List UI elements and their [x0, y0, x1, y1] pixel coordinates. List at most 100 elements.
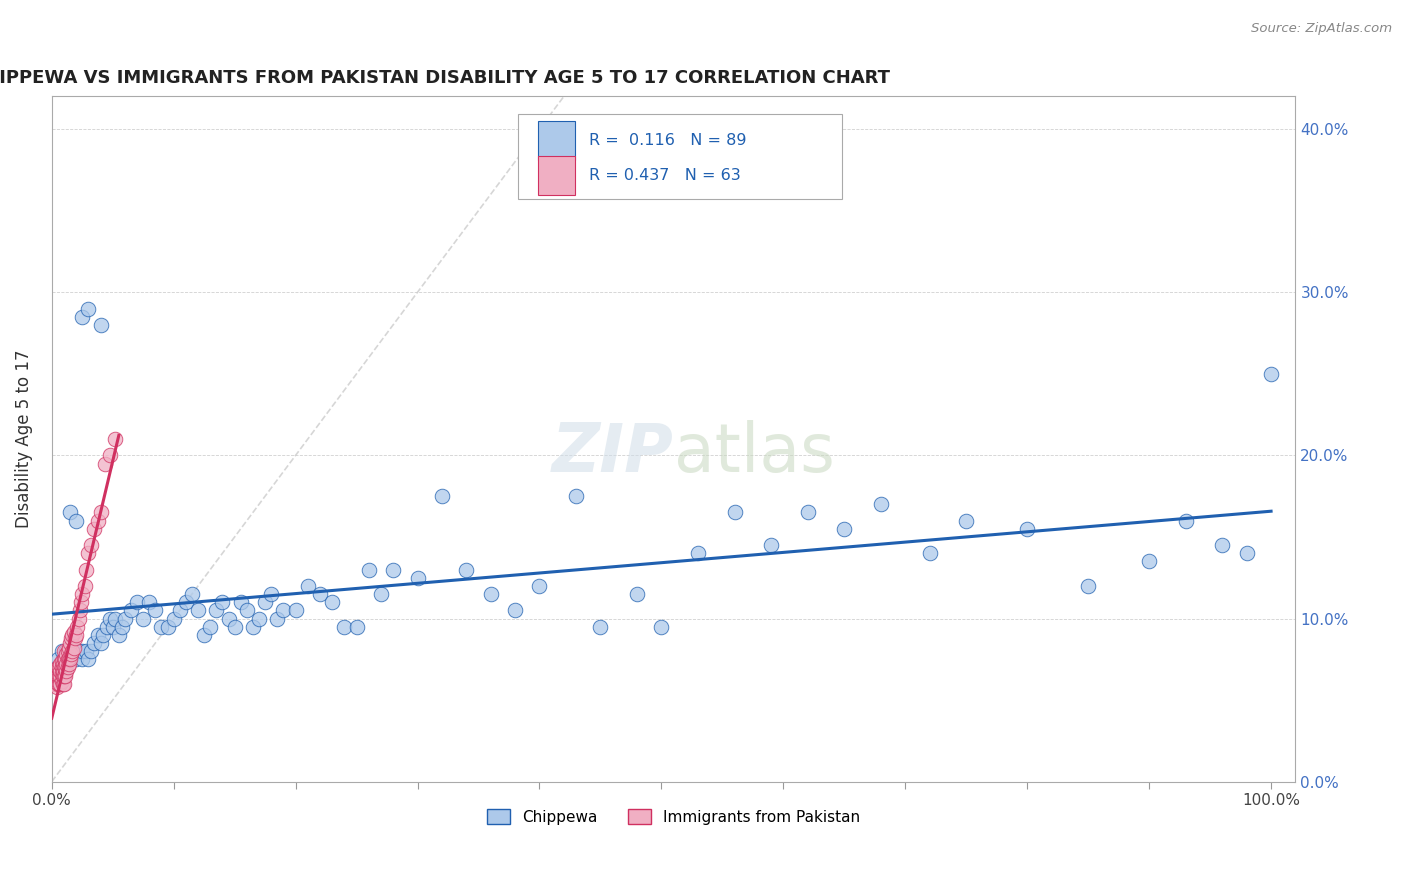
Point [430, 489, 453, 503]
Point [51, 667, 73, 681]
Point [75, 563, 97, 577]
Point [48, 668, 70, 682]
Point [52, 657, 75, 672]
Point [321, 595, 343, 609]
Point [156, 620, 179, 634]
Point [406, 571, 429, 585]
Point [174, 595, 197, 609]
Point [242, 620, 264, 634]
Point [1260, 367, 1282, 381]
Point [52, 644, 75, 658]
Point [49, 668, 72, 682]
Point [796, 505, 818, 519]
Point [89, 636, 111, 650]
Point [70, 595, 93, 609]
FancyBboxPatch shape [538, 121, 575, 161]
Point [187, 603, 209, 617]
Point [56, 660, 79, 674]
FancyBboxPatch shape [519, 113, 842, 199]
Point [626, 587, 648, 601]
Point [67, 644, 90, 658]
Point [65, 652, 87, 666]
Point [98, 448, 121, 462]
Point [127, 595, 149, 609]
Text: R =  0.116   N = 89: R = 0.116 N = 89 [589, 134, 747, 148]
Point [1211, 538, 1233, 552]
Point [77, 652, 100, 666]
Point [59, 636, 82, 650]
Point [145, 603, 167, 617]
Point [75, 644, 97, 658]
Point [62, 644, 84, 658]
Point [52, 660, 75, 674]
Point [51, 654, 73, 668]
Point [59, 505, 82, 519]
Point [70, 652, 93, 666]
Point [48, 660, 70, 674]
Point [55, 657, 77, 672]
Point [370, 587, 392, 601]
Text: CHIPPEWA VS IMMIGRANTS FROM PAKISTAN DISABILITY AGE 5 TO 17 CORRELATION CHART: CHIPPEWA VS IMMIGRANTS FROM PAKISTAN DIS… [0, 69, 890, 87]
Point [51, 644, 73, 658]
Point [111, 620, 134, 634]
Point [59, 652, 82, 666]
Point [56, 652, 79, 666]
Point [44, 677, 66, 691]
Point [589, 620, 612, 634]
Point [62, 640, 84, 655]
Point [52, 652, 75, 666]
Point [49, 657, 72, 672]
Point [529, 579, 551, 593]
Point [456, 563, 478, 577]
Point [52, 652, 75, 666]
Point [60, 648, 83, 662]
Point [503, 603, 526, 617]
Point [254, 595, 277, 609]
Point [104, 432, 127, 446]
Point [236, 603, 259, 617]
Point [686, 546, 709, 560]
Point [138, 595, 160, 609]
Point [181, 587, 204, 601]
Point [247, 611, 270, 625]
Point [62, 644, 84, 658]
Point [49, 677, 72, 691]
Point [69, 603, 91, 617]
Point [1174, 514, 1197, 528]
Point [382, 563, 405, 577]
Point [89, 505, 111, 519]
Legend: Chippewa, Immigrants from Pakistan: Chippewa, Immigrants from Pakistan [479, 801, 868, 832]
Point [67, 611, 90, 625]
Point [723, 505, 745, 519]
Point [169, 603, 191, 617]
Point [94, 457, 117, 471]
Point [70, 310, 93, 324]
Point [297, 579, 319, 593]
Point [51, 660, 73, 674]
Point [1137, 554, 1160, 568]
Point [59, 652, 82, 666]
Point [52, 664, 75, 678]
Point [66, 620, 89, 634]
Point [96, 620, 118, 634]
Point [53, 660, 76, 674]
Point [45, 668, 67, 682]
Point [333, 620, 356, 634]
Point [200, 620, 222, 634]
Point [56, 644, 79, 658]
Point [101, 620, 124, 634]
Point [52, 677, 75, 691]
Point [65, 628, 87, 642]
Point [205, 603, 228, 617]
Text: R = 0.437   N = 63: R = 0.437 N = 63 [589, 168, 741, 183]
Point [89, 318, 111, 332]
Y-axis label: Disability Age 5 to 17: Disability Age 5 to 17 [15, 350, 32, 528]
Point [260, 587, 283, 601]
Point [955, 514, 977, 528]
Point [77, 301, 100, 316]
Point [60, 631, 83, 645]
Point [150, 620, 173, 634]
Point [70, 644, 93, 658]
Point [58, 640, 80, 655]
Point [83, 522, 105, 536]
